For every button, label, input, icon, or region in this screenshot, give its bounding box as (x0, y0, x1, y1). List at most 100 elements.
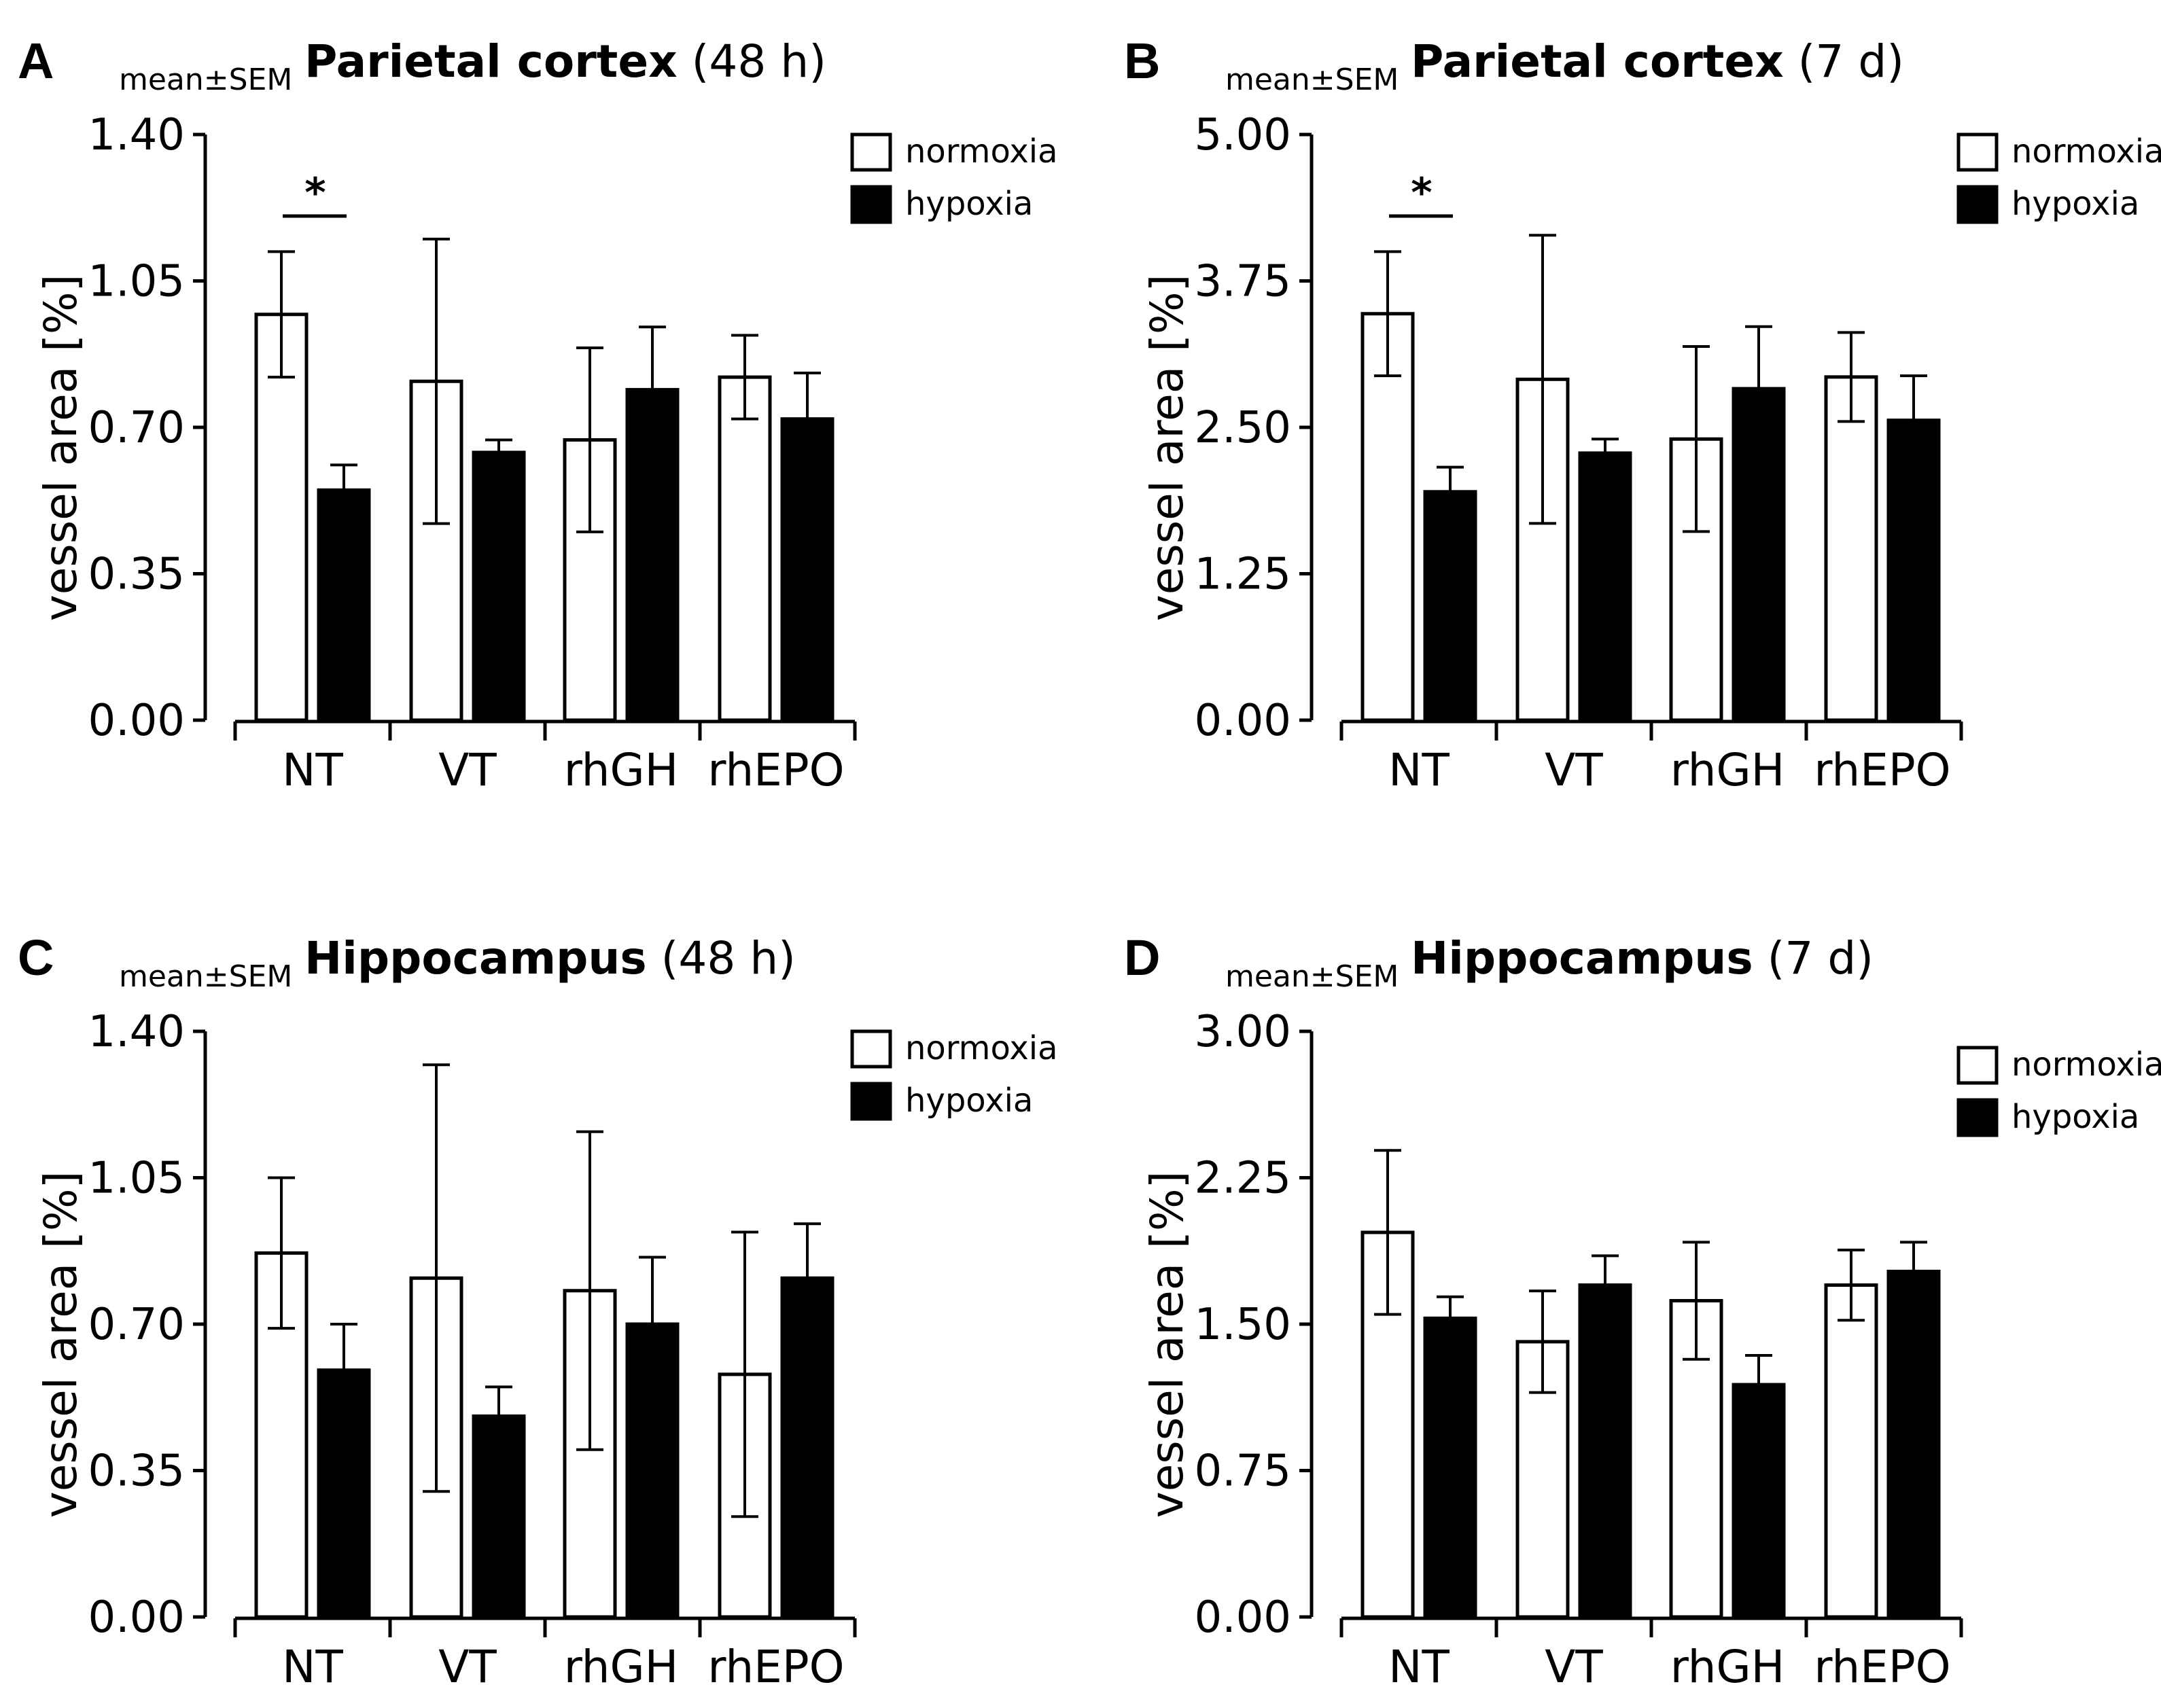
y-axis-label: vessel area [%] (1141, 274, 1193, 622)
y-tick-label: 0.70 (88, 1300, 186, 1350)
y-tick-label: 0.00 (1195, 1593, 1292, 1643)
bar-hypoxia-nt (1423, 490, 1477, 722)
bar-hypoxia-vt (1578, 451, 1632, 722)
y-tick-label: 2.50 (1195, 403, 1292, 453)
bar-hypoxia-nt (317, 488, 371, 722)
legend-label-normoxia: normoxia (905, 132, 1057, 171)
bar-hypoxia-rhgh (1732, 1383, 1786, 1619)
chart-title-main: Hippocampus (1411, 932, 1753, 984)
y-tick-label: 3.75 (1195, 257, 1292, 307)
legend-swatch-hypoxia (1956, 1098, 1999, 1137)
bar-normoxia-nt (1360, 312, 1415, 722)
y-tick-label: 0.00 (88, 696, 186, 746)
significance-marker: * (304, 169, 326, 217)
bar-normoxia-rhepo (1824, 1283, 1878, 1619)
panel-letter: B (1124, 33, 1160, 89)
significance-marker: * (1411, 169, 1432, 217)
chart-title: Parietal cortex (48 h) (304, 35, 826, 88)
y-tick-label: 1.05 (88, 1154, 186, 1204)
panel-letter: D (1124, 929, 1160, 986)
chart-title: Parietal cortex (7 d) (1411, 35, 1904, 88)
chart-title-suffix: (7 d) (1753, 932, 1874, 984)
legend-swatch-normoxia (850, 132, 892, 172)
bar-hypoxia-rhepo (1886, 419, 1941, 722)
legend-swatch-hypoxia (1956, 185, 1999, 224)
x-tick-label: rhEPO (1814, 744, 1950, 796)
y-axis-label: vessel area [%] (1141, 1171, 1193, 1518)
legend-label-hypoxia: hypoxia (2011, 185, 2139, 223)
x-tick-label: VT (1545, 1641, 1603, 1693)
y-tick-label: 1.05 (88, 257, 186, 307)
bar-normoxia-nt (254, 313, 309, 722)
bar-normoxia-rhepo (1824, 375, 1878, 722)
legend-label-normoxia: normoxia (2011, 1046, 2161, 1084)
x-tick-label: NT (282, 744, 343, 796)
legend-label-hypoxia: hypoxia (905, 185, 1033, 223)
y-tick-label: 1.25 (1195, 550, 1292, 600)
x-tick-label: rhGH (564, 1641, 679, 1693)
stat-label: mean±SEM (119, 959, 292, 994)
legend-label-hypoxia: hypoxia (2011, 1098, 2139, 1136)
y-tick-label: 5.00 (1195, 110, 1292, 160)
legend-label-normoxia: normoxia (905, 1029, 1057, 1067)
y-tick-label: 2.25 (1195, 1154, 1292, 1204)
stat-label: mean±SEM (1225, 959, 1399, 994)
y-tick-label: 0.70 (88, 403, 186, 453)
y-tick-label: 1.40 (88, 110, 186, 160)
y-tick-label: 0.00 (1195, 696, 1292, 746)
panel-letter: C (18, 929, 54, 986)
bar-hypoxia-rhepo (1886, 1269, 1941, 1619)
y-tick-label: 0.35 (88, 1446, 186, 1497)
bar-normoxia-rhepo (718, 375, 772, 722)
bar-hypoxia-vt (472, 450, 526, 722)
chart-title: Hippocampus (48 h) (304, 932, 796, 984)
legend-label-normoxia: normoxia (2011, 132, 2161, 171)
chart-title-suffix: (48 h) (647, 932, 796, 984)
legend-swatch-normoxia (850, 1029, 892, 1069)
y-tick-label: 0.75 (1195, 1446, 1292, 1497)
x-tick-label: NT (282, 1641, 343, 1693)
bar-hypoxia-vt (472, 1414, 526, 1619)
stat-label: mean±SEM (1225, 63, 1399, 97)
y-tick-label: 1.50 (1195, 1300, 1292, 1350)
bar-hypoxia-rhepo (780, 1276, 834, 1619)
chart-title-main: Hippocampus (304, 932, 647, 984)
x-tick-label: NT (1388, 1641, 1450, 1693)
y-tick-label: 1.40 (88, 1007, 186, 1057)
chart-title-main: Parietal cortex (304, 35, 678, 88)
x-tick-label: rhGH (564, 744, 679, 796)
panel-letter: A (18, 33, 54, 89)
x-tick-label: NT (1388, 744, 1450, 796)
bar-hypoxia-nt (1423, 1316, 1477, 1619)
y-tick-label: 0.00 (88, 1593, 186, 1643)
x-tick-label: rhEPO (1814, 1641, 1950, 1693)
x-tick-label: VT (438, 1641, 497, 1693)
chart-title: Hippocampus (7 d) (1411, 932, 1874, 984)
chart-title-main: Parietal cortex (1411, 35, 1784, 88)
x-tick-label: VT (1545, 744, 1603, 796)
x-tick-label: VT (438, 744, 497, 796)
x-tick-label: rhGH (1670, 744, 1785, 796)
legend-swatch-normoxia (1956, 132, 1999, 172)
x-tick-label: rhEPO (707, 1641, 844, 1693)
legend-swatch-hypoxia (850, 185, 892, 224)
legend-swatch-hypoxia (850, 1082, 892, 1121)
y-tick-label: 0.35 (88, 550, 186, 600)
stat-label: mean±SEM (119, 63, 292, 97)
chart-title-suffix: (7 d) (1784, 35, 1904, 88)
y-tick-label: 3.00 (1195, 1007, 1292, 1057)
x-tick-label: rhEPO (707, 744, 844, 796)
legend-label-hypoxia: hypoxia (905, 1082, 1033, 1120)
y-axis-label: vessel area [%] (35, 274, 87, 622)
chart-title-suffix: (48 h) (678, 35, 826, 88)
bar-hypoxia-rhepo (780, 417, 834, 722)
y-axis-label: vessel area [%] (35, 1171, 87, 1518)
bar-hypoxia-vt (1578, 1283, 1632, 1619)
bar-hypoxia-nt (317, 1368, 371, 1619)
legend-swatch-normoxia (1956, 1046, 1999, 1085)
